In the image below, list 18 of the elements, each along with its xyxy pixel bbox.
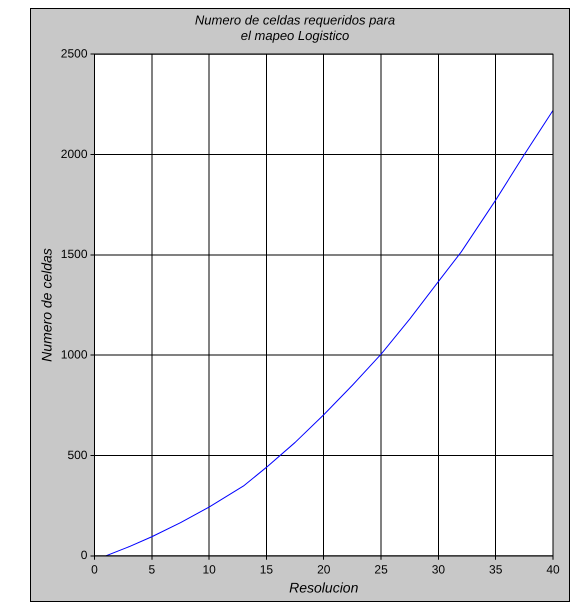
y-tick-label: 1500 (60, 247, 88, 262)
y-tick-label: 2000 (60, 146, 88, 161)
x-tick-label: 30 (432, 562, 446, 576)
x-tick-label: 25 (374, 562, 388, 576)
chart-title: Numero de celdas requeridos para el mapeo Logistico (194, 12, 396, 44)
x-tick-label: 40 (546, 562, 560, 576)
y-tick-label: 0 (80, 548, 88, 562)
x-tick-label: 10 (202, 562, 216, 576)
y-tick-label: 2500 (60, 46, 88, 61)
x-tick-label: 15 (260, 562, 274, 576)
x-axis-title: Resolucion (289, 579, 359, 596)
y-tick-label: 1000 (60, 347, 88, 362)
y-axis-title: Numero de celdas (38, 248, 54, 362)
x-tick-label: 20 (317, 562, 331, 576)
y-tick-label: 500 (67, 448, 88, 462)
x-tick-label: 5 (148, 562, 156, 576)
x-tick-label: 35 (489, 562, 503, 576)
x-tick-label: 0 (91, 562, 98, 576)
